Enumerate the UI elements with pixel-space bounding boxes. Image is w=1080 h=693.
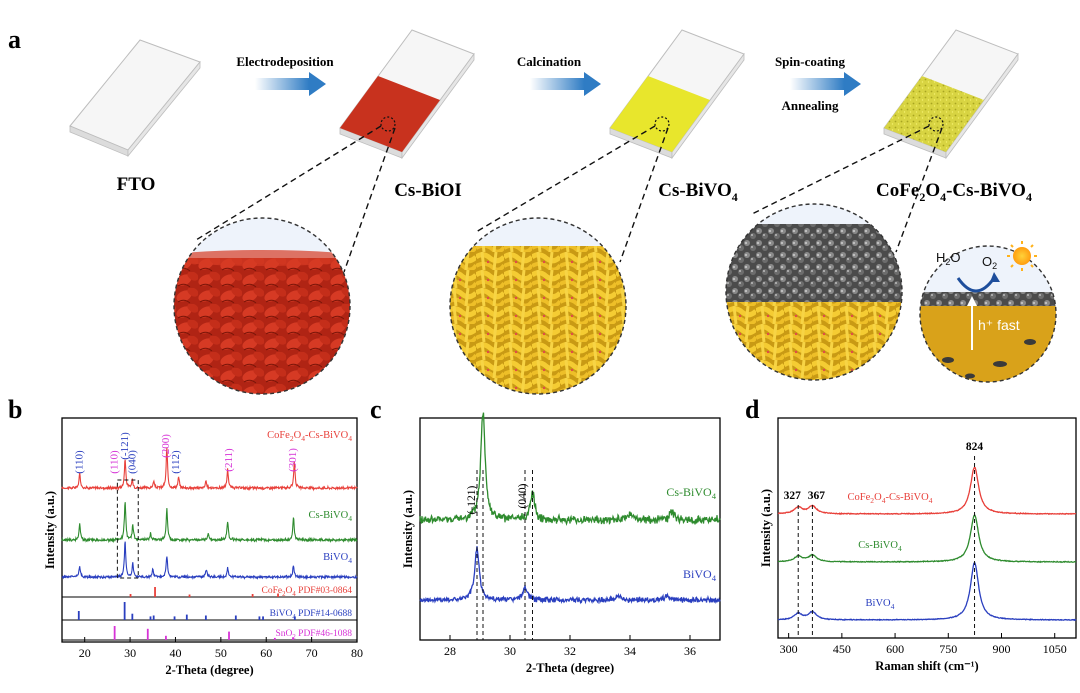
x-tick-label: 34 bbox=[624, 644, 636, 658]
x-tick-label: 28 bbox=[444, 644, 456, 658]
x-tick-label: 30 bbox=[504, 644, 516, 658]
reference-card-label: BiVO4 PDF#14-0688 bbox=[270, 609, 353, 621]
panel-label-a: a bbox=[8, 25, 21, 54]
panel-label-b: b bbox=[8, 395, 22, 424]
h2o-label: H2O bbox=[936, 250, 961, 267]
zoom-circle-charge-transfer bbox=[919, 241, 1057, 383]
x-tick-label: 32 bbox=[564, 644, 576, 658]
x-tick-label: 70 bbox=[306, 646, 318, 660]
zoom-circle-cs-bivo4 bbox=[449, 217, 627, 395]
series-label: Cs-BiVO4 bbox=[666, 485, 716, 501]
chart-d: 300 450 600 750 900 1050 Raman shift (cm⁻¹) Int… bbox=[759, 417, 1077, 673]
series-label: Cs-BiVO4 bbox=[858, 540, 902, 553]
hkl-annotation: (301) bbox=[287, 448, 299, 472]
x-tick-label: 900 bbox=[993, 642, 1011, 656]
series-line-Cs-BiVO4 bbox=[61, 502, 358, 544]
reference-card-label: CoFe2O4 PDF#03-0864 bbox=[262, 586, 353, 598]
cs-bioi-slide bbox=[339, 29, 475, 160]
peak-annotation: 367 bbox=[808, 490, 826, 502]
peak-annotation: 824 bbox=[966, 441, 984, 453]
hkl-annotation: (110) bbox=[74, 450, 86, 474]
hole-fast-label: h⁺ fast bbox=[978, 317, 1020, 333]
series-line-CoFe2O4-Cs-BiVO4 bbox=[777, 466, 1077, 516]
series-label: BiVO4 bbox=[866, 598, 895, 611]
y-axis-label: Intensity (a.u.) bbox=[401, 490, 415, 568]
series-line-BiVO4 bbox=[61, 541, 358, 581]
cofe2o4-cs-bivo4-slide bbox=[883, 29, 1019, 160]
x-tick-label: 600 bbox=[886, 642, 904, 656]
series-line-Cs-BiVO4 bbox=[419, 412, 721, 526]
x-tick-label: 20 bbox=[79, 646, 91, 660]
panel-label-d: d bbox=[745, 395, 760, 424]
y-axis-label: Intensity (a.u.) bbox=[43, 491, 57, 569]
series-label: CoFe2O4-Cs-BiVO4 bbox=[848, 492, 933, 505]
fto-label: FTO bbox=[117, 174, 156, 195]
series-label: BiVO4 bbox=[683, 567, 717, 583]
process-arrow-2 bbox=[530, 72, 601, 96]
x-tick-label: 450 bbox=[833, 642, 851, 656]
x-axis-label: 2-Theta (degree) bbox=[165, 663, 253, 677]
x-tick-label: 50 bbox=[215, 646, 227, 660]
series-label: CoFe2O4-Cs-BiVO4 bbox=[267, 430, 352, 443]
cs-bivo4-slide bbox=[609, 29, 745, 160]
hkl-annotation: (040) bbox=[517, 483, 529, 508]
arrow-label-spin-coating: Spin-coating bbox=[775, 54, 846, 69]
process-arrow-1 bbox=[255, 72, 326, 96]
series-label: Cs-BiVO4 bbox=[309, 510, 353, 523]
hkl-annotation: (112) bbox=[170, 450, 182, 474]
zoom-lines bbox=[195, 125, 943, 273]
x-tick-label: 750 bbox=[939, 642, 957, 656]
hkl-annotation: (-121) bbox=[466, 485, 478, 514]
chart-c: 28 30 32 34 36 2-Theta (degree) Intensity (a.u… bbox=[401, 412, 721, 675]
hkl-annotation: (200) bbox=[160, 434, 172, 458]
x-tick-label: 300 bbox=[780, 642, 798, 656]
plot-frame bbox=[419, 417, 721, 641]
cs-bivo4-label: Cs-BiVO4 bbox=[658, 180, 738, 204]
series-line-BiVO4 bbox=[777, 561, 1077, 622]
sun-icon bbox=[1013, 247, 1031, 265]
chart-b: 20 30 40 50 60 70 80 2-Theta (degree) Intensity … bbox=[43, 417, 363, 677]
x-tick-label: 1050 bbox=[1043, 642, 1067, 656]
y-axis-label: Intensity (a.u.) bbox=[759, 489, 773, 567]
series-line-BiVO4 bbox=[419, 546, 721, 605]
hkl-annotation: (040) bbox=[126, 450, 138, 474]
cs-bioi-label: Cs-BiOI bbox=[394, 180, 462, 201]
arrow-label-electrodeposition: Electrodeposition bbox=[236, 54, 334, 69]
hkl-annotation: (110) bbox=[109, 450, 121, 474]
hkl-annotation: (211) bbox=[223, 448, 235, 472]
arrow-label-annealing: Annealing bbox=[781, 98, 839, 113]
x-tick-label: 30 bbox=[124, 646, 136, 660]
x-tick-label: 36 bbox=[684, 644, 696, 658]
hkl-annotation: (-121) bbox=[119, 432, 131, 460]
series-line-Cs-BiVO4 bbox=[777, 514, 1077, 564]
x-axis-label: 2-Theta (degree) bbox=[526, 661, 614, 675]
panel-label-c: c bbox=[370, 395, 382, 424]
zoom-circle-cs-bioi bbox=[173, 217, 351, 395]
plot-frame bbox=[777, 417, 1077, 639]
x-axis-label: Raman shift (cm⁻¹) bbox=[875, 659, 978, 673]
reference-card-label: SnO2 PDF#46-1088 bbox=[275, 629, 352, 641]
process-arrow-3 bbox=[790, 72, 861, 96]
arrow-label-calcination: Calcination bbox=[517, 54, 582, 69]
plot-frame bbox=[61, 417, 358, 643]
series-line-CoFe2O4-Cs-BiVO4 bbox=[61, 447, 358, 492]
zoom-circle-cofe2o4-cs-bivo4 bbox=[725, 203, 903, 381]
fto-slide bbox=[69, 39, 201, 158]
peak-annotation: 327 bbox=[784, 490, 802, 502]
x-tick-label: 40 bbox=[169, 646, 181, 660]
series-label: BiVO4 bbox=[323, 552, 352, 565]
o2-label: O2 bbox=[982, 254, 997, 271]
x-tick-label: 60 bbox=[260, 646, 272, 660]
cofe2o4-cs-bivo4-label: CoFe2O4-Cs-BiVO4 bbox=[876, 180, 1032, 204]
zoom-box bbox=[116, 479, 139, 579]
x-tick-label: 80 bbox=[351, 646, 363, 660]
